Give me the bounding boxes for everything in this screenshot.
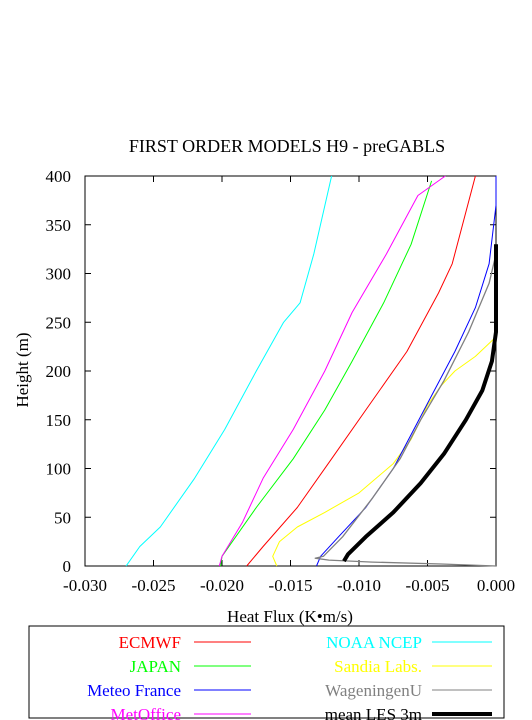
x-tick-label: -0.010 [337,576,381,595]
y-tick-label: 100 [46,460,72,479]
legend-label-mean-les-3m: mean LES 3m [325,705,422,720]
plot-frame [84,175,497,567]
x-tick-label: -0.025 [132,576,176,595]
y-tick-label: 200 [46,362,72,381]
x-tick-label: -0.015 [269,576,313,595]
chart-title: FIRST ORDER MODELS H9 - preGABLS [129,136,445,156]
legend-label-noaa-ncep: NOAA NCEP [326,633,422,652]
axis-ticks: -0.030 -0.025 -0.020 -0.015 -0.010 -0.005 0.00… [46,167,516,595]
series-line-sandia-labs [272,336,497,567]
series-lines [125,175,498,567]
legend-label-meteo-france: Meteo France [87,681,181,700]
y-tick-label: 0 [63,557,72,576]
legend-label-sandia-labs: Sandia Labs. [334,657,422,676]
y-tick-label: 350 [46,216,72,235]
y-tick-label: 250 [46,313,72,332]
series-line-meteo-france [316,176,497,567]
series-line-wageningenu [314,253,497,567]
x-tick-label: -0.030 [63,576,107,595]
y-tick-label: 150 [46,411,72,430]
y-tick-label: 300 [46,265,72,284]
legend-label-ecmwf: ECMWF [119,633,181,652]
series-line-japan [220,180,433,567]
legend-label-japan: JAPAN [130,657,181,676]
y-axis-title: Height (m) [13,332,32,407]
x-axis-title: Heat Flux (K•m/s) [227,607,353,626]
legend: ECMWF NOAA NCEP JAPAN Sandia Labs. Meteo Fra… [87,633,492,720]
series-line-metoffice [218,175,446,567]
series-line-noaa-ncep [125,175,333,567]
x-tick-label: 0.000 [477,576,515,595]
series-line-mean-les-3m [342,244,498,563]
legend-box [28,625,505,719]
y-tick-label: 50 [54,508,71,527]
x-tick-label: -0.020 [200,576,244,595]
legend-label-metoffice: MetOffice [111,705,182,720]
y-tick-label: 400 [46,167,72,186]
x-tick-label: -0.005 [406,576,450,595]
series-line-ecmwf [246,175,476,567]
legend-label-wageningenu: WageningenU [325,681,422,700]
